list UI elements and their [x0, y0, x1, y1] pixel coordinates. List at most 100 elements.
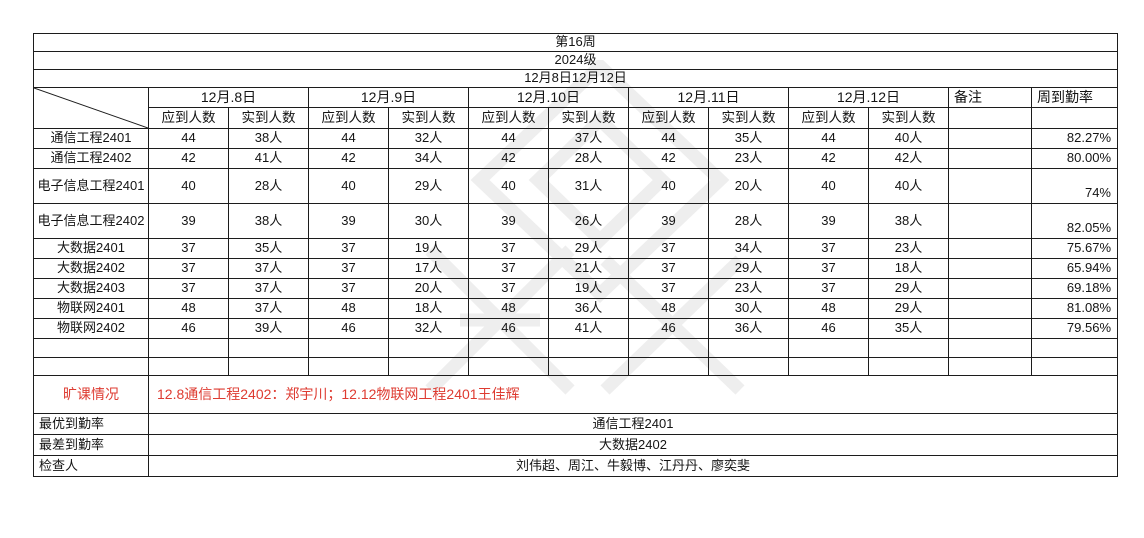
- actual-cell: 35人: [868, 318, 949, 339]
- worst-rate-row: 最差到勤率 大数据2402: [33, 434, 1118, 456]
- expected-cell: 46: [468, 318, 549, 339]
- expected-cell: 48: [148, 298, 229, 319]
- empty-cell: [548, 357, 629, 376]
- expected-cell: 39: [788, 203, 869, 239]
- actual-cell: 38人: [228, 203, 309, 239]
- empty-cell: [788, 357, 869, 376]
- actual-cell: 38人: [228, 128, 309, 149]
- expected-cell: 44: [468, 128, 549, 149]
- date-header: 12月.11日: [628, 87, 789, 108]
- actual-cell: 34人: [708, 238, 789, 259]
- expected-cell: 40: [788, 168, 869, 204]
- expected-cell: 40: [628, 168, 709, 204]
- best-rate-label: 最优到勤率: [33, 413, 149, 435]
- actual-cell: 35人: [228, 238, 309, 259]
- remark-cell: [948, 238, 1032, 259]
- actual-cell: 32人: [388, 318, 469, 339]
- empty-cell: [548, 338, 629, 358]
- expected-cell: 39: [628, 203, 709, 239]
- empty-cell: [228, 357, 309, 376]
- empty-cell: [228, 338, 309, 358]
- actual-cell: 36人: [548, 298, 629, 319]
- table-row: 大数据2403 37 37人 37 20人 37 19人 37 23人 37 2…: [33, 278, 1118, 299]
- actual-cell: 37人: [228, 298, 309, 319]
- expected-cell: 40: [468, 168, 549, 204]
- empty-row: [33, 338, 1118, 358]
- worst-rate-value: 大数据2402: [148, 434, 1118, 456]
- expected-cell: 37: [148, 238, 229, 259]
- actual-cell: 37人: [548, 128, 629, 149]
- actual-cell: 17人: [388, 258, 469, 279]
- actual-cell: 23人: [708, 148, 789, 169]
- expected-cell: 48: [788, 298, 869, 319]
- remark-cell: [948, 168, 1032, 204]
- expected-cell: 40: [308, 168, 389, 204]
- actual-cell: 35人: [708, 128, 789, 149]
- empty-cell: [468, 338, 549, 358]
- rate-cell: 80.00%: [1031, 148, 1118, 169]
- empty-cell: [148, 357, 229, 376]
- rate-cell: 75.67%: [1031, 238, 1118, 259]
- class-name-cell: 大数据2402: [33, 258, 149, 279]
- expected-cell: 42: [788, 148, 869, 169]
- expected-header: 应到人数: [628, 107, 709, 129]
- date-header: 12月.8日: [148, 87, 309, 108]
- expected-cell: 37: [468, 238, 549, 259]
- absence-row: 旷课情况 12.8通信工程2402：郑宇川；12.12物联网工程2401王佳辉: [33, 375, 1118, 414]
- empty-cell: [388, 357, 469, 376]
- expected-cell: 48: [628, 298, 709, 319]
- actual-cell: 32人: [388, 128, 469, 149]
- empty-cell: [948, 338, 1032, 358]
- expected-cell: 37: [308, 238, 389, 259]
- absence-label-cell: 旷课情况: [33, 375, 149, 414]
- table-row: 电子信息工程2402 39 38人 39 30人 39 26人 39 28人 3…: [33, 203, 1118, 239]
- empty-cell: [308, 338, 389, 358]
- expected-cell: 39: [468, 203, 549, 239]
- actual-cell: 28人: [548, 148, 629, 169]
- empty-cell: [708, 338, 789, 358]
- attendance-table: 第16周 2024级 12月8日12月12日 12月.8日 12月.9日 12月…: [33, 33, 1118, 477]
- class-name-cell: 大数据2401: [33, 238, 149, 259]
- actual-cell: 37人: [228, 258, 309, 279]
- expected-cell: 37: [628, 238, 709, 259]
- actual-cell: 23人: [868, 238, 949, 259]
- class-name-cell: 电子信息工程2401: [33, 168, 149, 204]
- rate-cell: 81.08%: [1031, 298, 1118, 319]
- remark-cell: [948, 148, 1032, 169]
- grade-title: 2024级: [33, 51, 1118, 70]
- expected-cell: 37: [628, 278, 709, 299]
- actual-cell: 28人: [228, 168, 309, 204]
- empty-cell: [708, 357, 789, 376]
- date-header: 12月.9日: [308, 87, 469, 108]
- empty-cell: [1031, 338, 1118, 358]
- date-header: 12月.10日: [468, 87, 629, 108]
- empty-cell: [33, 338, 149, 358]
- actual-cell: 26人: [548, 203, 629, 239]
- rate-cell: 82.05%: [1031, 203, 1118, 239]
- expected-cell: 46: [308, 318, 389, 339]
- expected-cell: 39: [308, 203, 389, 239]
- expected-cell: 46: [628, 318, 709, 339]
- table-row: 通信工程2401 44 38人 44 32人 44 37人 44 35人 44 …: [33, 128, 1118, 149]
- actual-cell: 36人: [708, 318, 789, 339]
- title-row-range: 12月8日12月12日: [33, 69, 1118, 88]
- actual-cell: 18人: [388, 298, 469, 319]
- expected-cell: 37: [308, 278, 389, 299]
- title-row-grade: 2024级: [33, 51, 1118, 70]
- actual-cell: 31人: [548, 168, 629, 204]
- remark-header: 备注: [948, 87, 1032, 108]
- inspector-row: 检查人 刘伟超、周江、牛毅博、江丹丹、廖奕斐: [33, 455, 1118, 477]
- expected-cell: 44: [788, 128, 869, 149]
- expected-cell: 37: [788, 238, 869, 259]
- rate-cell: 79.56%: [1031, 318, 1118, 339]
- rate-cell: 82.27%: [1031, 128, 1118, 149]
- actual-cell: 29人: [388, 168, 469, 204]
- best-rate-value: 通信工程2401: [148, 413, 1118, 435]
- remark-cell: [948, 203, 1032, 239]
- expected-cell: 42: [148, 148, 229, 169]
- actual-cell: 30人: [708, 298, 789, 319]
- expected-cell: 37: [468, 258, 549, 279]
- rate-cell: 65.94%: [1031, 258, 1118, 279]
- class-name-cell: 大数据2403: [33, 278, 149, 299]
